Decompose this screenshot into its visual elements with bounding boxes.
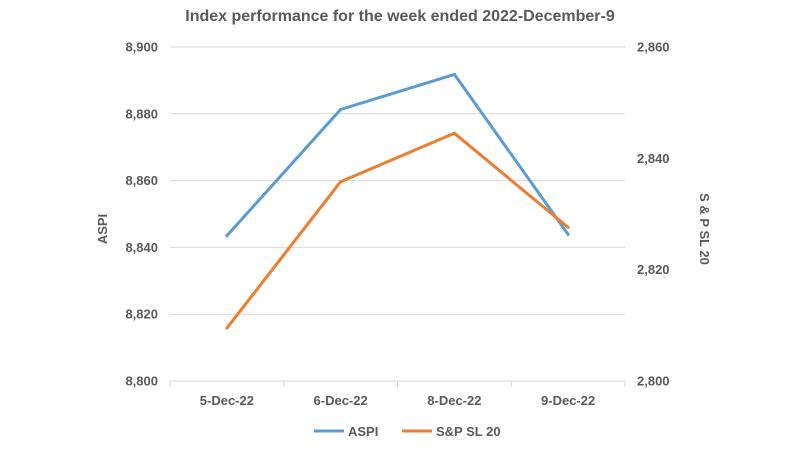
data-point [339, 180, 343, 184]
series-lines [225, 72, 570, 330]
right-axis-title: S & P SL 20 [697, 193, 712, 265]
right-y-tick-label: 2,840 [637, 151, 670, 166]
left-y-tick-label: 8,900 [125, 40, 158, 55]
data-point [566, 225, 570, 229]
x-tick-label: 9-Dec-22 [541, 393, 595, 408]
x-axis-ticks: 5-Dec-22 6-Dec-22 8-Dec-22 9-Dec-22 [169, 381, 626, 408]
left-y-axis-ticks: 8,800 8,820 8,840 8,860 8,880 8,900 [125, 40, 158, 389]
left-y-tick-label: 8,840 [125, 240, 158, 255]
data-point [225, 234, 229, 238]
series-line-sp-sl20 [225, 131, 570, 330]
data-point [339, 107, 343, 111]
data-point [225, 326, 229, 330]
legend-label: ASPI [348, 424, 378, 439]
left-axis-title: ASPI [95, 214, 110, 244]
left-y-tick-label: 8,880 [125, 106, 158, 121]
left-y-tick-label: 8,860 [125, 173, 158, 188]
legend-label: S&P SL 20 [436, 424, 501, 439]
x-tick-label: 6-Dec-22 [314, 393, 368, 408]
left-y-tick-label: 8,820 [125, 307, 158, 322]
left-y-tick-label: 8,800 [125, 374, 158, 389]
data-point [452, 131, 456, 135]
x-tick-label: 5-Dec-22 [200, 393, 254, 408]
data-point [566, 232, 570, 236]
right-y-axis-ticks: 2,800 2,820 2,840 2,860 [637, 40, 670, 389]
series-line-aspi [225, 72, 570, 238]
right-y-tick-label: 2,800 [637, 374, 670, 389]
data-point [452, 72, 456, 76]
x-tick-label: 8-Dec-22 [427, 393, 481, 408]
chart-title: Index performance for the week ended 202… [185, 8, 615, 25]
legend: ASPI S&P SL 20 [314, 424, 501, 439]
gridlines [170, 46, 625, 315]
right-y-tick-label: 2,860 [637, 40, 670, 55]
right-y-tick-label: 2,820 [637, 262, 670, 277]
